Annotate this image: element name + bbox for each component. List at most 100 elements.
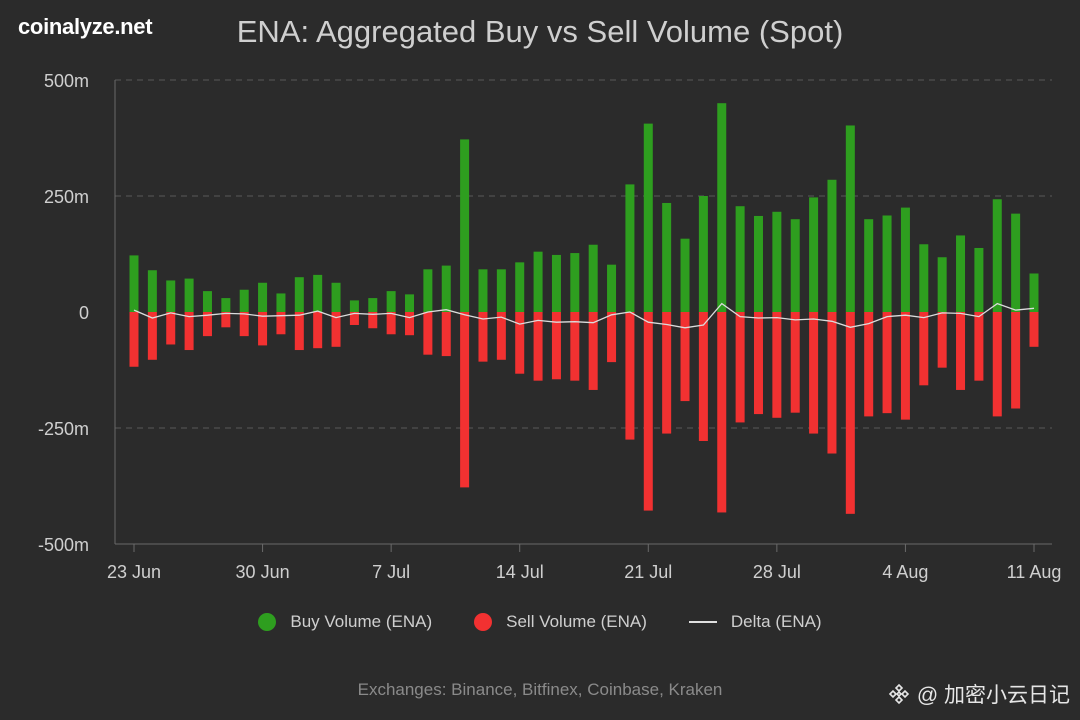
x-tick-label: 11 Aug — [1007, 562, 1062, 582]
sell-volume-bar — [166, 312, 176, 345]
y-tick-label: 500m — [44, 71, 89, 91]
buy-volume-bar — [662, 202, 672, 312]
sell-volume-bar — [809, 312, 819, 434]
sell-volume-bar — [202, 312, 212, 337]
buy-volume-bar — [496, 269, 506, 312]
buy-volume-bar — [313, 274, 323, 312]
sell-volume-bar — [790, 312, 800, 413]
buy-volume-bar — [423, 269, 433, 312]
buy-volume-bar — [845, 125, 855, 312]
buy-volume-bar — [809, 197, 819, 312]
sell-volume-bar — [992, 312, 1002, 417]
sell-volume-bar — [956, 312, 966, 390]
sell-volume-bar — [864, 312, 874, 417]
buy-volume-bar — [753, 215, 763, 312]
sell-volume-bar — [313, 312, 323, 349]
sell-volume-bar — [441, 312, 451, 357]
legend-sell-label: Sell Volume (ENA) — [506, 612, 647, 631]
sell-volume-bar — [919, 312, 929, 386]
buy-volume-bar — [331, 282, 341, 312]
x-tick-label: 21 Jul — [624, 562, 672, 582]
sell-volume-bar — [331, 312, 341, 347]
x-tick-label: 7 Jul — [372, 562, 410, 582]
sell-volume-bar — [276, 312, 286, 335]
buy-volume-bar — [772, 211, 782, 312]
buy-volume-bar — [680, 238, 690, 312]
sell-volume-bar — [221, 312, 231, 328]
legend-item-delta[interactable]: Delta (ENA) — [688, 612, 822, 632]
sell-volume-bar — [680, 312, 690, 402]
buy-volume-bar — [478, 269, 488, 312]
sell-volume-bar — [772, 312, 782, 418]
buy-volume-bar — [1011, 213, 1021, 312]
sell-volume-bar — [460, 312, 470, 488]
chart-legend: Buy Volume (ENA) Sell Volume (ENA) Delta… — [0, 612, 1080, 632]
sell-volume-bar — [937, 312, 947, 368]
buy-volume-bar — [239, 289, 249, 312]
sell-volume-bar — [827, 312, 837, 454]
buy-volume-bar — [129, 255, 139, 312]
legend-item-sell[interactable]: Sell Volume (ENA) — [474, 612, 647, 632]
legend-delta-line-icon — [688, 621, 717, 623]
buy-volume-bar — [294, 277, 304, 312]
sell-volume-bar — [551, 312, 561, 380]
legend-item-buy[interactable]: Buy Volume (ENA) — [258, 612, 432, 632]
watermark-text: @ 加密小云日记 — [916, 684, 1070, 707]
legend-delta-label: Delta (ENA) — [730, 612, 822, 631]
x-tick-label: 4 Aug — [882, 562, 928, 582]
buy-volume-bar — [974, 247, 984, 312]
buy-volume-bar — [441, 265, 451, 312]
sell-volume-bar — [570, 312, 580, 381]
x-tick-label: 28 Jul — [753, 562, 801, 582]
sell-volume-bar — [405, 312, 415, 336]
buy-volume-bar — [790, 219, 800, 312]
sell-volume-bar — [515, 312, 525, 374]
sell-volume-bar — [662, 312, 672, 434]
buy-volume-bar — [147, 270, 157, 312]
buy-volume-bar — [460, 139, 470, 312]
sell-volume-bar — [349, 312, 359, 325]
buy-volume-bar — [607, 264, 617, 312]
x-tick-label: 14 Jul — [496, 562, 544, 582]
sell-volume-bar — [1029, 312, 1039, 347]
sell-volume-bar — [147, 312, 157, 360]
sell-volume-bar — [294, 312, 304, 351]
buy-volume-bar — [827, 179, 837, 312]
sell-volume-bar — [643, 312, 653, 511]
buy-volume-bar — [900, 207, 910, 312]
brand-logo[interactable]: coinalyze.net — [18, 14, 153, 39]
buy-volume-bar — [643, 123, 653, 312]
buy-volume-bar — [258, 282, 268, 312]
binance-logo-icon — [888, 683, 909, 705]
sell-volume-bar — [588, 312, 598, 390]
buy-volume-bar — [368, 298, 378, 312]
sell-volume-bar — [607, 312, 617, 363]
buy-volume-bar — [515, 262, 525, 312]
buy-volume-bar — [882, 215, 892, 312]
sell-volume-bar — [368, 312, 378, 329]
sell-volume-bar — [478, 312, 488, 362]
sell-volume-bar — [258, 312, 268, 346]
buy-volume-bar — [221, 298, 231, 312]
delta-line — [133, 302, 1035, 329]
sell-volume-bar — [974, 312, 984, 381]
exchanges-footer: Exchanges: Binance, Bitfinex, Coinbase, … — [357, 680, 723, 699]
buy-volume-bar — [184, 278, 194, 312]
buy-volume-bar — [533, 251, 543, 312]
sell-volume-bar — [882, 312, 892, 414]
sell-volume-bar — [496, 312, 506, 360]
buy-volume-bar — [919, 244, 929, 312]
legend-buy-label: Buy Volume (ENA) — [290, 612, 433, 631]
sell-volume-bar — [845, 312, 855, 514]
legend-buy-dot-icon — [258, 613, 277, 631]
buy-volume-bar — [570, 253, 580, 312]
sell-volume-bar — [717, 312, 727, 513]
sell-volume-bar — [533, 312, 543, 381]
x-tick-label: 30 Jun — [236, 562, 290, 582]
buy-volume-bar — [386, 291, 396, 312]
buy-volume-bar — [717, 103, 727, 312]
buy-volume-bar — [349, 300, 359, 312]
buy-volume-bar — [551, 254, 561, 312]
chart-title: ENA: Aggregated Buy vs Sell Volume (Spot… — [236, 14, 844, 49]
